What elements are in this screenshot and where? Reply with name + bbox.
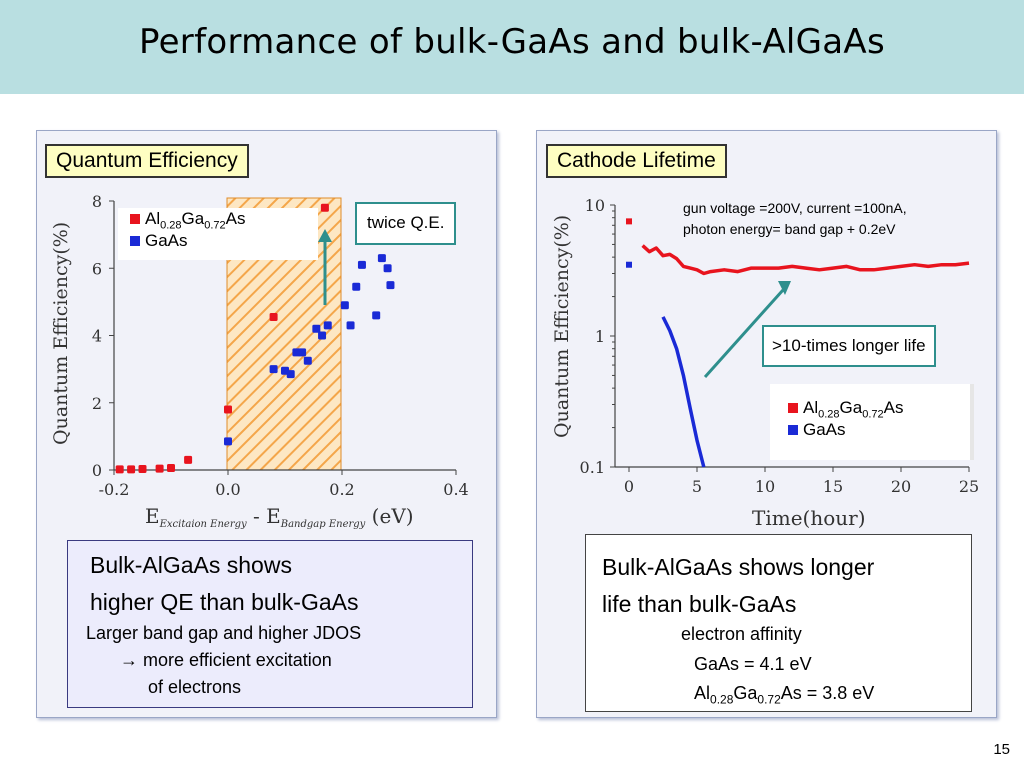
data-point (155, 464, 164, 473)
data-point (115, 465, 124, 474)
lifetime-arrow-head (778, 281, 791, 295)
data-point (269, 313, 278, 322)
x-axis-label: Time(hour) (752, 506, 866, 530)
data-point (320, 203, 329, 212)
qe-axes: -0.2 0.0 0.2 0.4 0 2 4 6 8 (92, 192, 469, 499)
data-point (167, 463, 175, 472)
y-tick-label: 1 (595, 327, 605, 346)
data-point (352, 282, 361, 291)
longer-life-callout: >10-times longer life (762, 325, 936, 367)
improvement-arrow-head (318, 229, 332, 242)
data-point (127, 465, 136, 474)
blue-square-icon (788, 425, 798, 435)
data-point (286, 370, 295, 379)
slide-title: Performance of bulk-GaAs and bulk-AlGaAs (138, 22, 885, 62)
legend-item-algaas: Al0.28Ga0.72As (130, 208, 318, 231)
right-summary-box: Bulk-AlGaAs shows longer life than bulk-… (585, 534, 972, 712)
legend-item-algaas: Al0.28Ga0.72As (788, 397, 970, 420)
cathode-lifetime-chart: 0 5 10 15 20 25 0.1 1 10 Quantum Efficiency(%) T… (551, 196, 980, 530)
data-point (386, 281, 395, 290)
red-square-icon (788, 403, 798, 413)
data-point (323, 321, 332, 330)
y-tick-label: 6 (92, 259, 102, 278)
data-point (298, 348, 307, 357)
series-line (641, 244, 970, 276)
data-point (184, 455, 193, 464)
page-number: 15 (993, 741, 1010, 758)
data-point (303, 356, 312, 365)
y-axis-label: Quantum Efficiency(%) (551, 215, 573, 438)
data-point (269, 365, 278, 374)
lt-axes: 0 5 10 15 20 25 0.1 1 10 (580, 196, 980, 496)
legend-item-gaas: GaAs (788, 419, 970, 441)
red-square-icon (130, 214, 140, 224)
x-tick-label: 15 (823, 477, 843, 496)
data-point (224, 405, 232, 414)
cathode-lifetime-label: Cathode Lifetime (546, 144, 727, 178)
blue-square-icon (130, 236, 140, 246)
x-tick-label: 0.0 (215, 480, 240, 499)
y-tick-label: 0 (92, 461, 102, 480)
y-tick-label: 0.1 (580, 458, 605, 477)
x-tick-label: 0.4 (443, 480, 468, 499)
y-tick-label: 8 (92, 192, 102, 211)
data-point (357, 260, 366, 269)
data-point (312, 324, 321, 333)
twice-qe-callout: twice Q.E. (355, 202, 457, 245)
title-bar: Performance of bulk-GaAs and bulk-AlGaAs (0, 0, 1024, 94)
legend-item-gaas: GaAs (130, 230, 318, 252)
measurement-conditions: gun voltage =200V, current =100nA, photo… (683, 200, 907, 237)
data-point (383, 264, 392, 273)
quantum-efficiency-label: Quantum Efficiency (45, 144, 249, 178)
y-tick-label: 10 (585, 196, 605, 215)
x-axis-label: EExcitaion Energy - EBandgap Energy (eV) (145, 504, 414, 530)
data-point (372, 311, 381, 320)
data-point (224, 437, 232, 446)
left-summary-box: Bulk-AlGaAs shows higher QE than bulk-Ga… (67, 540, 473, 708)
data-point (340, 301, 349, 310)
x-tick-label: 5 (692, 477, 702, 496)
qe-legend: Al0.28Ga0.72As GaAs (118, 208, 318, 260)
x-tick-label: 0.2 (329, 480, 354, 499)
lifetime-legend: Al0.28Ga0.72As GaAs (770, 384, 974, 460)
y-axis-label: Quantum Efficiency(%) (50, 222, 72, 445)
lifetime-arrow (703, 288, 785, 379)
series-line (661, 316, 706, 468)
x-tick-label: 0 (624, 477, 634, 496)
y-tick-label: 2 (92, 394, 102, 413)
x-tick-label: 10 (755, 477, 775, 496)
y-tick-label: 4 (92, 327, 102, 346)
data-point (346, 321, 355, 330)
data-point (626, 261, 632, 268)
qe-points (115, 203, 395, 474)
x-tick-label: 25 (959, 477, 979, 496)
data-point (318, 331, 327, 340)
x-tick-label: 20 (891, 477, 911, 496)
right-arrow-icon: → (120, 650, 138, 670)
data-point (138, 464, 147, 473)
x-tick-label: -0.2 (99, 480, 130, 499)
lt-series (626, 218, 970, 468)
data-point (626, 218, 632, 225)
data-point (377, 254, 386, 263)
